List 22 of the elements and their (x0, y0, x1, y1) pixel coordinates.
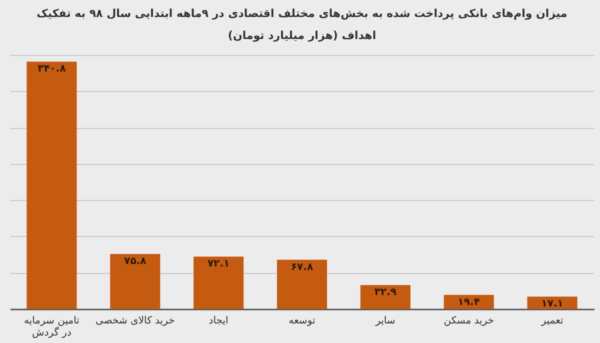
bar (276, 260, 328, 309)
bar (360, 285, 410, 309)
x-tick-label: خرید مسکن (444, 316, 494, 326)
bar (527, 296, 578, 309)
bar (26, 62, 77, 309)
data-label: ۱۹.۴ (458, 296, 480, 308)
x-tick-label: ایجاد (208, 316, 228, 326)
bar (194, 256, 244, 309)
chart-title: میزان وام‌های بانکی پرداخت شده به بخش‌های مختلف اقتصادی در ۹ماهه ابتدایی سال ۹۸ به تفکیک اهداف (هزار میلیارد تومان) (36, 7, 568, 42)
x-tick-label: خرید کالای شخصی (96, 316, 175, 326)
bar (444, 294, 494, 309)
x-tick-label: سایر (374, 316, 396, 326)
data-label: ۳۴۰.۸ (38, 64, 66, 75)
data-label: ۱۷.۱ (541, 298, 564, 310)
data-label: ۷۵.۸ (124, 256, 146, 267)
x-tick-label: تعمیر (540, 316, 564, 326)
data-label: ۳۲.۹ (374, 287, 396, 298)
data-label: ۷۲.۱ (208, 258, 230, 270)
x-tick-label: تامین سرمایه در گردش (24, 316, 80, 338)
x-tick-label: توسعه (288, 316, 316, 326)
data-label: ۶۷.۸ (290, 262, 314, 273)
bar (110, 254, 160, 309)
